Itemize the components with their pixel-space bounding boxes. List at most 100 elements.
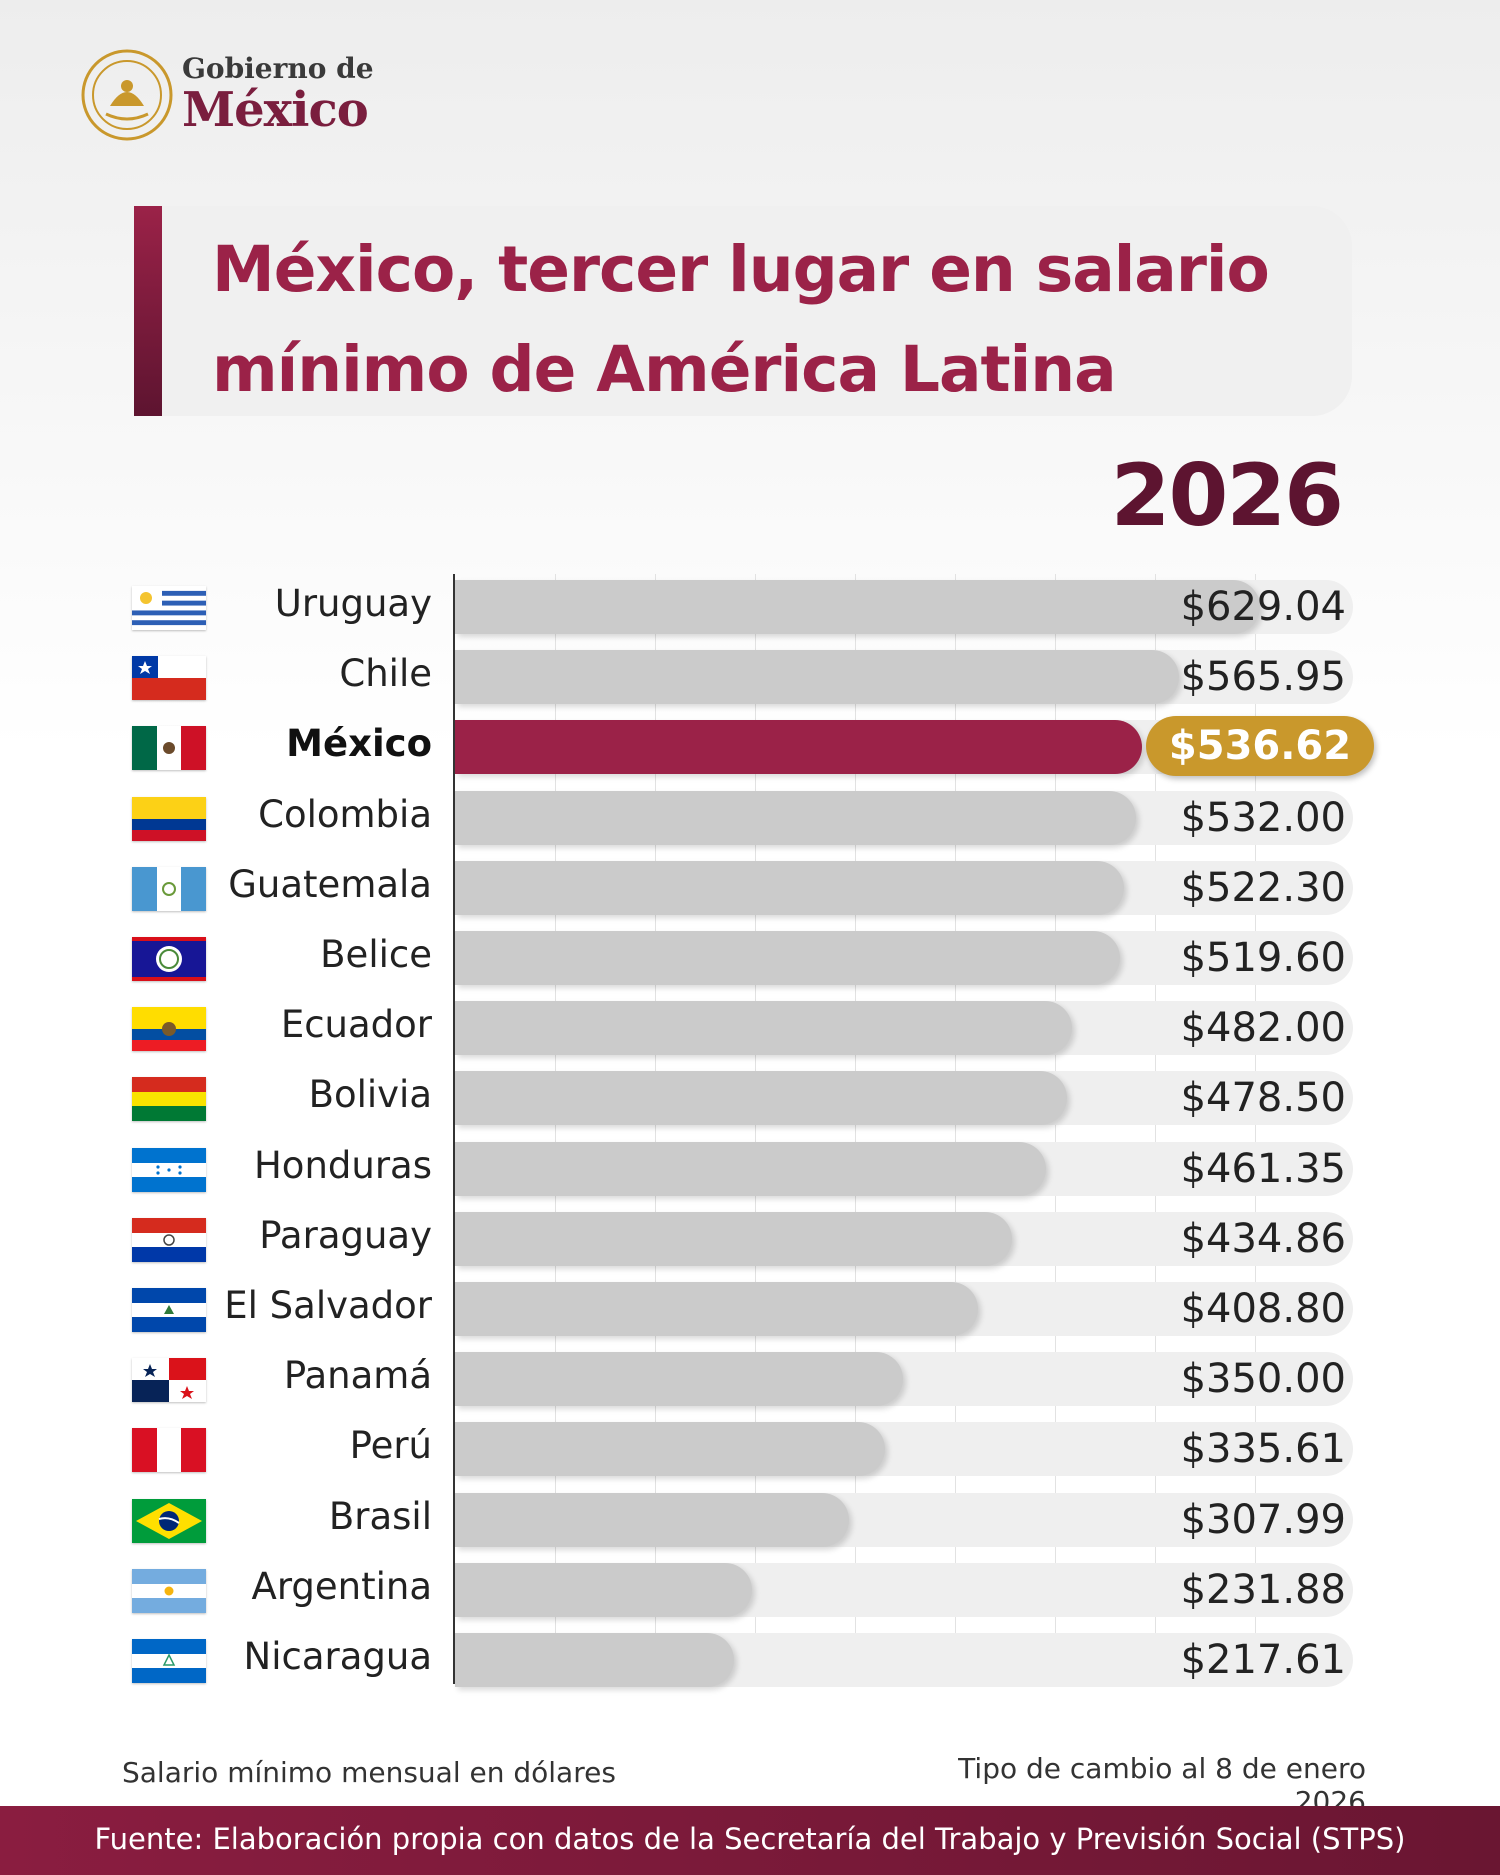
grid-line — [855, 574, 856, 1684]
chart-row: Argentina $231.88 — [0, 1553, 1500, 1623]
chile-flag-icon — [132, 656, 206, 701]
bar — [455, 931, 1121, 985]
category-label: Colombia — [258, 792, 432, 836]
grid-line — [655, 574, 656, 1684]
title-accent-bar — [134, 206, 162, 416]
bar — [455, 1071, 1068, 1126]
national-seal-icon — [81, 49, 173, 141]
value-label: $434.86 — [1180, 1215, 1346, 1262]
title-line1: México, tercer lugar en salario — [212, 233, 1270, 306]
footer-bar: Fuente: Elaboración propia con datos de … — [0, 1806, 1500, 1875]
chart-row: Paraguay $434.86 — [0, 1202, 1500, 1272]
mexico-flag-icon — [132, 726, 206, 771]
chart-row: Uruguay $629.04 — [0, 570, 1500, 640]
value-label: $522.30 — [1180, 864, 1346, 911]
category-label: Panamá — [283, 1354, 432, 1398]
paraguay-flag-icon — [132, 1217, 206, 1262]
grid-line — [1155, 574, 1156, 1684]
units-note: Salario mínimo mensual en dólares — [122, 1756, 616, 1789]
honduras-flag-icon — [132, 1147, 206, 1192]
chart-row: Guatemala $522.30 — [0, 851, 1500, 921]
grid-line — [755, 574, 756, 1684]
category-label: Perú — [349, 1424, 432, 1468]
title-line2: mínimo de América Latina — [212, 333, 1117, 406]
value-label: $307.99 — [1180, 1496, 1346, 1543]
panama-flag-icon — [132, 1358, 206, 1403]
title-panel — [162, 206, 1352, 416]
chart-row: Brasil $307.99 — [0, 1483, 1500, 1553]
logo-line1: Gobierno de — [182, 52, 374, 85]
chart-row: Chile $565.95 — [0, 640, 1500, 710]
chart-row: Nicaragua $217.61 — [0, 1623, 1500, 1693]
chart-row: Ecuador $482.00 — [0, 991, 1500, 1061]
bar — [455, 1492, 850, 1547]
colombia-flag-icon — [132, 796, 206, 841]
category-label: Nicaragua — [243, 1635, 432, 1678]
category-label: Honduras — [253, 1143, 432, 1187]
category-label: México — [286, 722, 432, 766]
bolivia-flag-icon — [132, 1077, 206, 1122]
value-label: $350.00 — [1180, 1356, 1346, 1403]
nicaragua-flag-icon — [132, 1639, 206, 1683]
bar — [455, 720, 1142, 775]
brazil-flag-icon — [132, 1498, 206, 1543]
bar — [455, 1141, 1046, 1196]
government-logo: Gobierno de México — [80, 48, 400, 148]
bar — [455, 1282, 979, 1336]
bar — [455, 1562, 752, 1617]
category-label: Uruguay — [274, 582, 432, 625]
page-title: México, tercer lugar en salario mínimo d… — [212, 220, 1342, 420]
value-label: $629.04 — [1180, 584, 1346, 630]
y-axis-line — [453, 574, 455, 1684]
bar — [455, 1001, 1072, 1056]
belize-flag-icon — [132, 937, 206, 981]
argentina-flag-icon — [132, 1568, 206, 1613]
year-label: 2026 — [1110, 446, 1344, 546]
guatemala-flag-icon — [132, 866, 206, 911]
value-label: $519.60 — [1180, 935, 1346, 981]
grid-line — [955, 574, 956, 1684]
category-label: Ecuador — [280, 1003, 432, 1047]
bar — [455, 1633, 734, 1687]
value-label: $461.35 — [1180, 1145, 1346, 1192]
salary-bar-chart: Uruguay $629.04 Chile $565.95 México $536.62 C… — [0, 560, 1500, 1690]
chart-row: Perú $335.61 — [0, 1412, 1500, 1482]
value-label: $532.00 — [1180, 794, 1346, 841]
bar — [455, 1422, 885, 1477]
chart-row: Colombia $532.00 — [0, 781, 1500, 851]
chart-row: México $536.62 — [0, 710, 1500, 780]
category-label: Argentina — [251, 1564, 432, 1608]
value-label: $408.80 — [1180, 1286, 1346, 1332]
value-label: $478.50 — [1180, 1075, 1346, 1122]
category-label: El Salvador — [224, 1284, 432, 1327]
logo-line2: México — [182, 82, 369, 138]
category-label: Paraguay — [259, 1213, 432, 1257]
bar — [455, 790, 1136, 845]
chart-row: Honduras $461.35 — [0, 1132, 1500, 1202]
bar — [455, 580, 1261, 634]
value-label: $231.88 — [1180, 1566, 1346, 1613]
chart-row: Panamá $350.00 — [0, 1342, 1500, 1412]
grid-line — [555, 574, 556, 1684]
source-note: Fuente: Elaboración propia con datos de … — [94, 1822, 1406, 1856]
uruguay-flag-icon — [132, 586, 206, 630]
value-label: $536.62 — [1146, 716, 1374, 777]
bar — [455, 650, 1180, 705]
category-label: Guatemala — [228, 862, 432, 906]
chart-row: Belice $519.60 — [0, 921, 1500, 991]
value-label: $482.00 — [1180, 1005, 1346, 1052]
bar — [455, 1352, 903, 1407]
category-label: Belice — [320, 933, 432, 976]
value-label: $217.61 — [1180, 1637, 1346, 1683]
value-label: $335.61 — [1180, 1426, 1346, 1473]
value-label: $565.95 — [1180, 654, 1346, 701]
category-label: Chile — [339, 652, 432, 696]
peru-flag-icon — [132, 1428, 206, 1473]
category-label: Bolivia — [308, 1073, 432, 1117]
bar — [455, 860, 1124, 915]
ecuador-flag-icon — [132, 1007, 206, 1052]
el-salvador-flag-icon — [132, 1288, 206, 1332]
grid-line — [1255, 574, 1256, 1684]
chart-row: Bolivia $478.50 — [0, 1061, 1500, 1131]
category-label: Brasil — [328, 1494, 432, 1538]
